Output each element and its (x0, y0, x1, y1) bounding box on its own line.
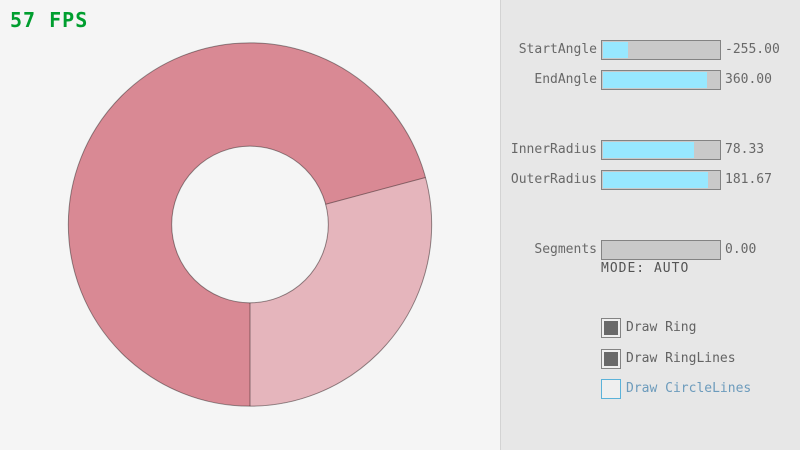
checkbox-row-draw-ring-lines: Draw RingLines (501, 349, 800, 369)
draw-circle-lines-checkbox[interactable] (601, 379, 621, 399)
outer-radius-slider[interactable] (601, 170, 721, 190)
segments-mode-text: MODE: AUTO (601, 261, 690, 276)
controls-panel: StartAngle -255.00 EndAngle 360.00 Inner… (500, 0, 800, 450)
ring-outlines (67, 42, 433, 407)
slider-row-end-angle: EndAngle 360.00 (501, 70, 800, 90)
start-angle-slider[interactable] (601, 40, 721, 60)
start-angle-value: -255.00 (725, 42, 780, 57)
slider-row-inner-radius: InnerRadius 78.33 (501, 140, 800, 160)
slider-fill (603, 42, 629, 58)
end-angle-value: 360.00 (725, 72, 772, 87)
fps-counter: 57 FPS (10, 8, 89, 32)
end-angle-slider[interactable] (601, 70, 721, 90)
start-angle-label: StartAngle (518, 42, 597, 57)
slider-fill (603, 172, 709, 188)
draw-ring-lines-checkbox[interactable] (601, 349, 621, 369)
draw-circle-lines-label: Draw CircleLines (626, 381, 752, 396)
slider-track (603, 142, 719, 158)
slider-track (603, 172, 719, 188)
inner-radius-slider[interactable] (601, 140, 721, 160)
ring-single-fill (250, 177, 432, 407)
slider-track (603, 242, 719, 258)
slider-track (603, 42, 719, 58)
segments-value: 0.00 (725, 242, 757, 257)
draw-ring-lines-label: Draw RingLines (626, 351, 736, 366)
draw-ring-checkbox[interactable] (601, 318, 621, 338)
segments-slider[interactable] (601, 240, 721, 260)
slider-row-segments: Segments 0.00 (501, 240, 800, 260)
inner-radius-label: InnerRadius (510, 142, 597, 157)
checkmark-fill (604, 352, 618, 366)
draw-ring-label: Draw Ring (626, 320, 697, 335)
ring-svg (67, 42, 433, 407)
ring-inner-outline (171, 145, 329, 304)
checkmark-fill (604, 321, 618, 335)
ring-outer-outline (67, 42, 433, 407)
ring-start-line (325, 176, 426, 205)
inner-radius-value: 78.33 (725, 142, 765, 157)
slider-fill (603, 142, 694, 158)
segments-label: Segments (534, 242, 597, 257)
outer-radius-value: 181.67 (725, 172, 772, 187)
end-angle-label: EndAngle (534, 72, 597, 87)
slider-row-start-angle: StartAngle -255.00 (501, 40, 800, 60)
checkbox-row-draw-ring: Draw Ring (501, 318, 800, 338)
slider-fill (603, 72, 708, 88)
checkbox-row-draw-circle-lines: Draw CircleLines (501, 379, 800, 399)
slider-row-outer-radius: OuterRadius 181.67 (501, 170, 800, 190)
slider-track (603, 72, 719, 88)
outer-radius-label: OuterRadius (510, 172, 597, 187)
ring-canvas: 57 FPS (10, 8, 433, 407)
